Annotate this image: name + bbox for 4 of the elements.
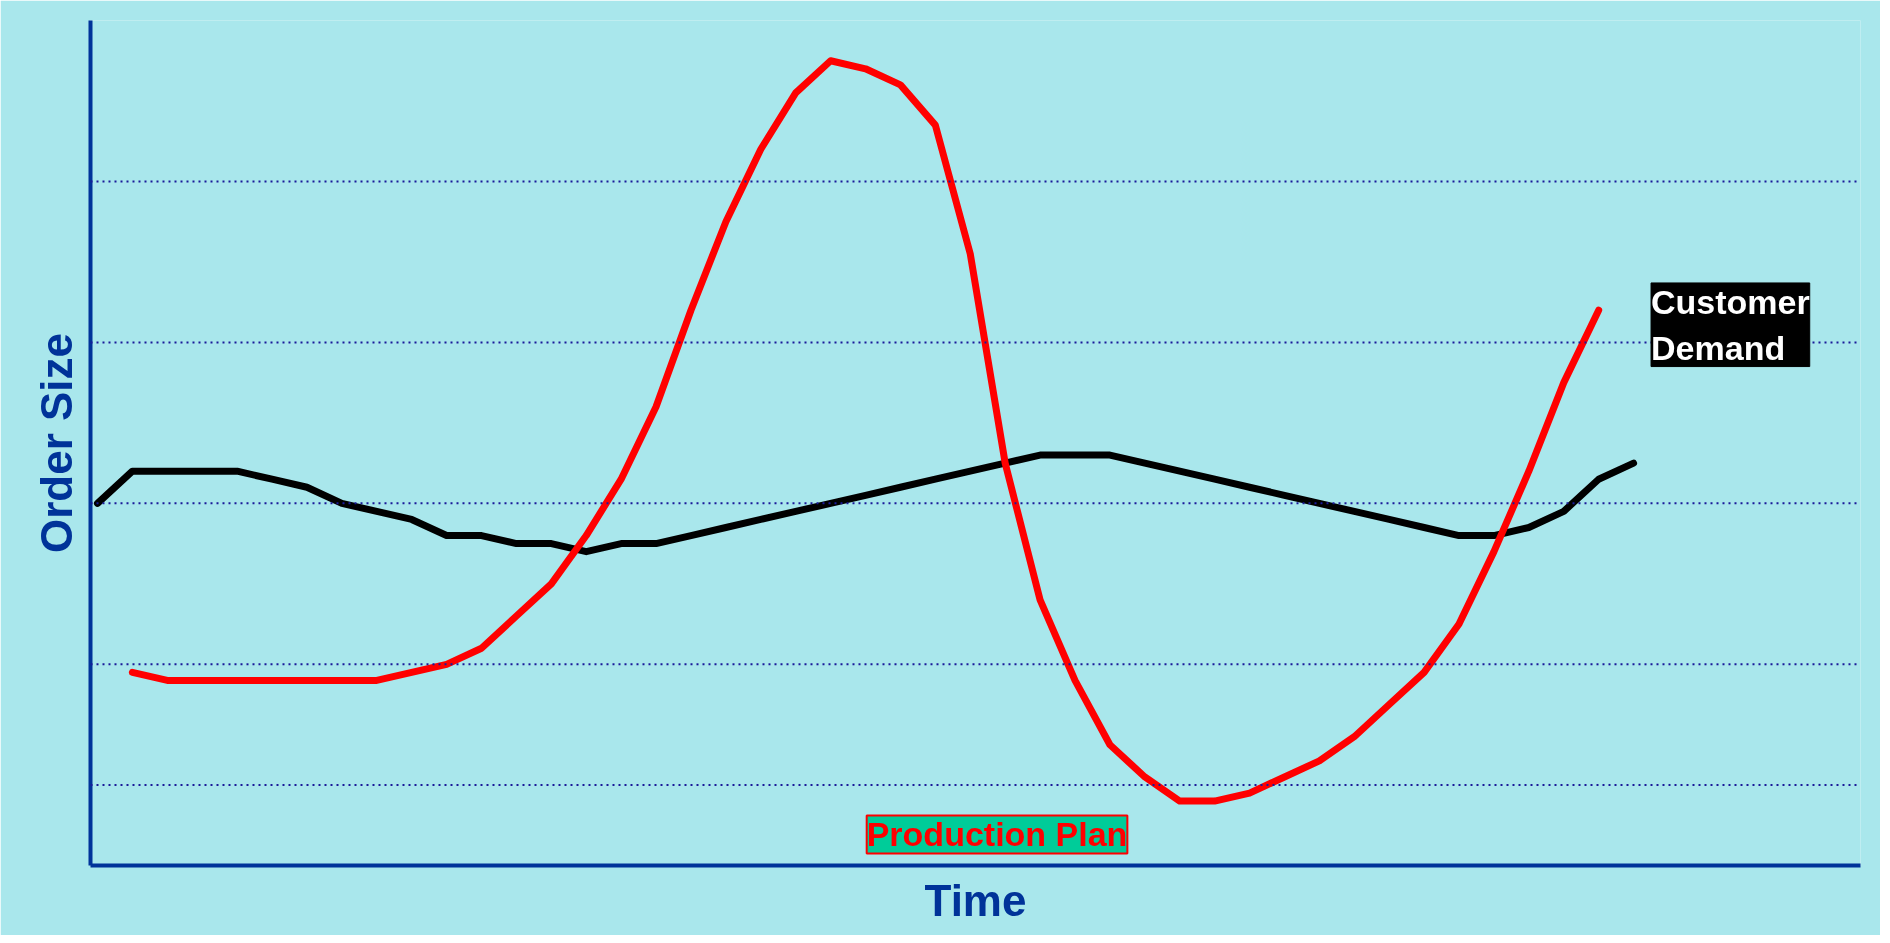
x-axis-title: Time (924, 875, 1027, 925)
series-label: Production Plan (866, 815, 1128, 854)
text: Customer Demand (1651, 282, 1810, 367)
y-axis-title: Order Size (31, 332, 81, 554)
